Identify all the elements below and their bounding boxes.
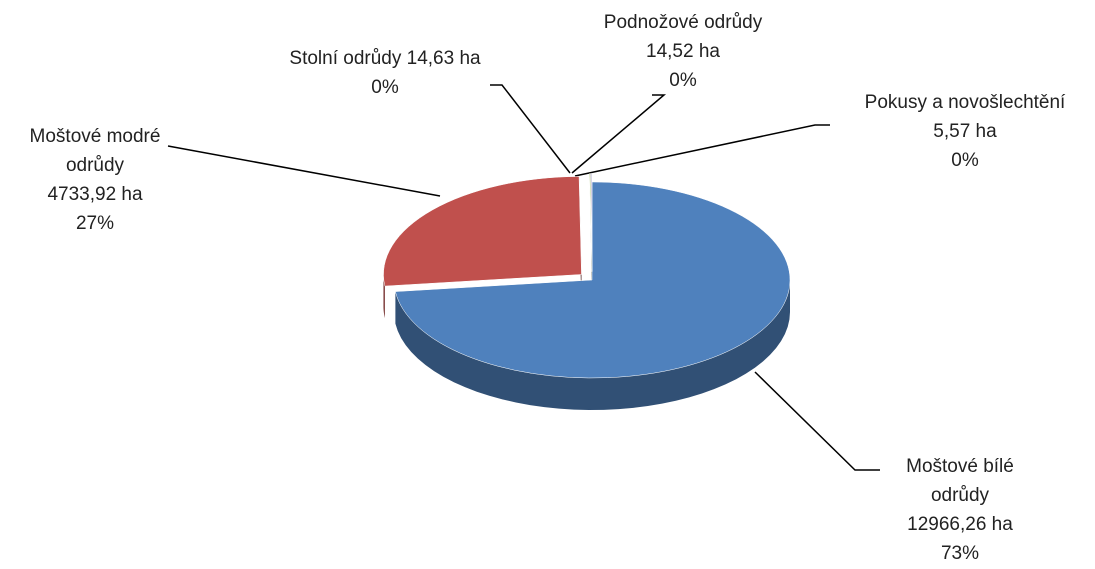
category-label: Moštové modré odrůdy <box>29 126 161 176</box>
percent-label: 27% <box>75 213 115 234</box>
leader-line <box>574 124 830 177</box>
leader-line <box>571 94 667 174</box>
slice-side <box>395 280 790 410</box>
leader-line <box>754 371 880 471</box>
slice-tops <box>383 173 791 379</box>
slice <box>383 176 582 287</box>
value-label: 5,57 ha <box>933 121 997 142</box>
percent-label: 73% <box>940 543 980 564</box>
category-label: Stolní odrůdy <box>289 48 402 69</box>
leader-line <box>490 84 571 174</box>
value-label: 12966,26 ha <box>907 514 1013 535</box>
slice <box>395 181 791 379</box>
leader-line <box>167 145 441 197</box>
data-label: Pokusy a novošlechtění 5,57 ha 0% <box>830 88 1095 175</box>
percent-label: 0% <box>371 77 399 98</box>
data-label: Podnožové odrůdy 14,52 ha 0% <box>563 8 803 95</box>
data-label: Stolní odrůdy 14,63 ha 0% <box>245 44 525 102</box>
percent-label: 0% <box>951 150 979 171</box>
category-label: Pokusy a novošlechtění <box>864 92 1066 113</box>
data-label: Moštové bílé odrůdy 12966,26 ha 73% <box>885 452 1035 568</box>
value-label: 4733,92 ha <box>47 184 143 205</box>
category-label: Podnožové odrůdy <box>603 12 763 33</box>
data-label: Moštové modré odrůdy 4733,92 ha 27% <box>5 122 185 238</box>
value-label: 14,63 ha <box>406 48 481 69</box>
percent-label: 0% <box>669 70 697 91</box>
leader-lines <box>167 84 880 471</box>
value-label: 14,52 ha <box>646 41 720 62</box>
category-label: Moštové bílé odrůdy <box>906 456 1014 506</box>
